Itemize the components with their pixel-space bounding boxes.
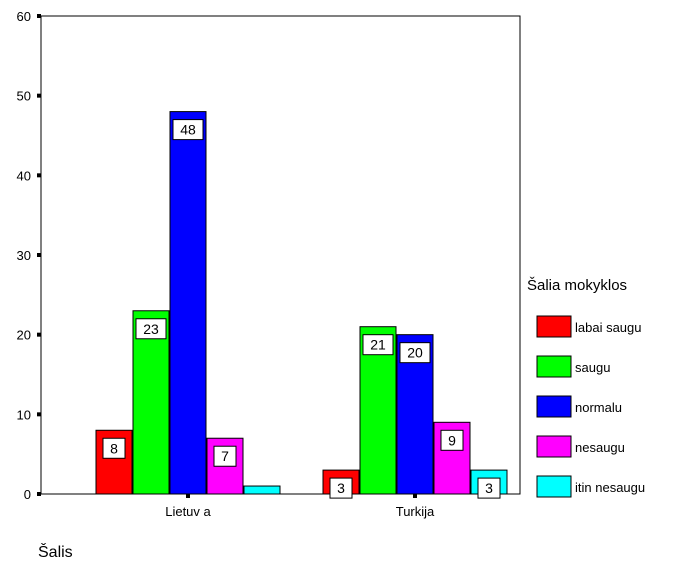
data-label: 7 — [221, 448, 229, 464]
data-label-box — [362, 334, 394, 356]
y-tick-mark — [37, 173, 41, 178]
data-label-box — [477, 477, 501, 499]
bar-normalu-0 — [169, 111, 207, 495]
legend-title: Šalia mokyklos — [527, 277, 627, 294]
x-tick-label: Turkija — [396, 504, 435, 519]
y-tick-mark — [37, 253, 41, 257]
data-label-box — [399, 342, 431, 364]
y-tick-mark — [37, 93, 41, 98]
data-label: 21 — [370, 337, 386, 353]
y-tick-mark — [37, 332, 41, 337]
y-tick-label: 10 — [17, 407, 31, 422]
x-tick-mark — [413, 494, 417, 498]
data-label: 20 — [407, 345, 423, 361]
legend-swatch-saugu — [536, 355, 572, 378]
y-tick-label: 50 — [17, 89, 31, 104]
data-label-box — [329, 477, 353, 499]
legend-label: nesaugu — [575, 440, 625, 455]
legend-label: itin nesaugu — [575, 480, 645, 495]
data-label: 8 — [110, 440, 118, 456]
data-label-box — [102, 437, 126, 459]
bars — [95, 111, 508, 495]
legend-swatch-itin-nesaugu — [536, 475, 572, 498]
data-label-box — [213, 445, 237, 467]
data-label: 23 — [143, 321, 159, 337]
y-tick-mark — [37, 14, 41, 18]
legend-swatch-nesaugu — [536, 435, 572, 458]
y-tick-label: 60 — [17, 9, 31, 24]
data-label-box — [172, 119, 204, 141]
data-label: 9 — [448, 432, 456, 448]
y-tick-label: 30 — [17, 248, 31, 263]
data-label-box — [135, 318, 167, 340]
x-tick-label: Lietuv a — [165, 504, 211, 519]
data-label-box — [440, 429, 464, 451]
data-label: 3 — [337, 480, 345, 496]
x-tick-mark — [186, 494, 190, 498]
legend-swatch-labai-saugu — [536, 315, 572, 338]
legend-label: labai saugu — [575, 320, 642, 335]
x-axis-title: Šalis — [38, 544, 73, 561]
y-tick-mark — [37, 492, 41, 496]
legend: Šalia mokyklos labai saugu saugu normalu ne… — [527, 277, 645, 498]
data-label: 48 — [180, 122, 196, 138]
bar-labai-saugu-0 — [95, 429, 133, 495]
y-tick-label: 40 — [17, 168, 31, 183]
legend-swatch-normalu — [536, 395, 572, 418]
legend-label: saugu — [575, 360, 610, 375]
y-tick-mark — [37, 412, 41, 417]
bar-itin-nesaugu-0 — [243, 485, 281, 495]
y-tick-label: 0 — [24, 487, 31, 502]
legend-label: normalu — [575, 400, 622, 415]
bar-saugu-0 — [132, 310, 170, 495]
data-label: 3 — [485, 480, 493, 496]
y-tick-label: 20 — [17, 328, 31, 343]
